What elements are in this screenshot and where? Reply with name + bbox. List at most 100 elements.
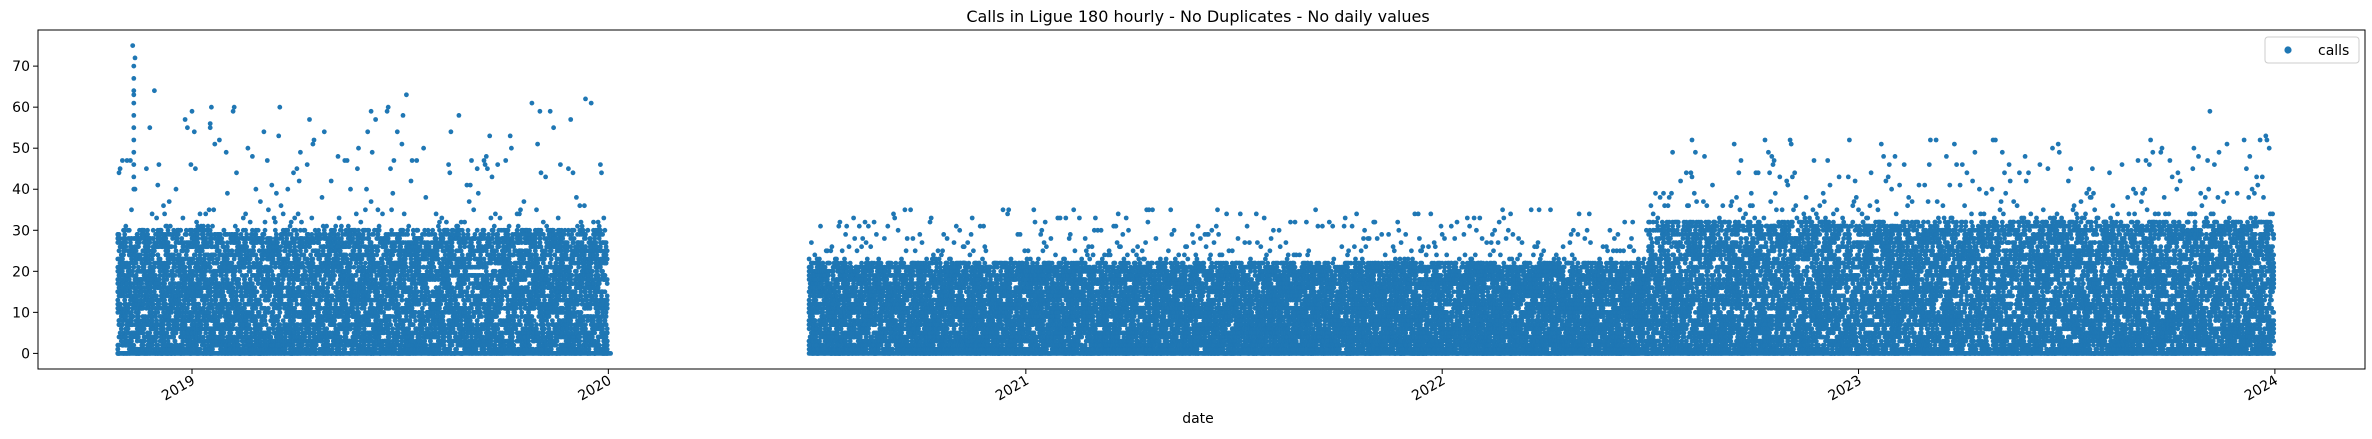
data-point <box>202 273 207 278</box>
data-point <box>356 310 361 315</box>
data-point <box>127 285 133 291</box>
data-point <box>363 301 368 307</box>
data-point <box>210 223 215 229</box>
data-point <box>373 346 378 352</box>
data-point <box>238 252 244 258</box>
data-point <box>235 227 241 233</box>
data-point <box>154 318 160 323</box>
data-point <box>332 322 337 328</box>
data-point <box>129 338 134 344</box>
data-point <box>261 129 267 135</box>
data-point <box>368 273 374 278</box>
data-point <box>243 240 249 246</box>
data-point <box>317 273 323 278</box>
data-point <box>288 301 294 307</box>
data-point <box>153 273 158 278</box>
data-point <box>294 166 300 172</box>
data-point <box>345 223 351 229</box>
data-point <box>130 268 136 274</box>
data-point <box>269 182 275 188</box>
data-point <box>304 256 310 262</box>
data-point <box>376 223 382 229</box>
data-point <box>156 277 162 282</box>
data-point <box>320 248 326 254</box>
data-point <box>292 240 298 246</box>
data-point <box>163 301 169 307</box>
data-point <box>174 322 180 328</box>
data-point <box>123 244 129 250</box>
data-point <box>350 236 356 241</box>
data-point <box>133 248 139 254</box>
data-point <box>248 297 254 303</box>
data-point <box>115 346 121 352</box>
data-point <box>254 256 260 262</box>
data-point <box>197 346 203 352</box>
data-point <box>256 297 262 303</box>
data-point <box>197 330 203 336</box>
data-point <box>262 314 268 319</box>
data-point <box>165 264 171 270</box>
data-point <box>316 248 321 254</box>
data-point <box>276 277 282 282</box>
data-point <box>294 252 300 258</box>
data-point <box>122 236 128 241</box>
data-point <box>277 322 283 328</box>
data-point <box>296 256 302 262</box>
data-point <box>132 244 138 250</box>
data-point <box>316 227 321 233</box>
data-point <box>120 322 125 328</box>
data-point <box>141 338 147 344</box>
data-point <box>156 162 162 168</box>
data-point <box>229 281 235 286</box>
data-point <box>247 277 253 282</box>
data-point <box>301 264 307 270</box>
data-point <box>369 149 375 155</box>
data-point <box>254 289 260 295</box>
data-point <box>269 281 275 286</box>
data-point <box>213 273 219 278</box>
data-point <box>298 248 303 254</box>
data-point <box>194 219 200 225</box>
data-point <box>154 326 160 332</box>
data-point <box>292 215 298 221</box>
data-point <box>262 318 268 323</box>
data-point <box>262 227 268 233</box>
data-point <box>150 236 156 241</box>
data-point <box>121 330 126 336</box>
data-point <box>296 285 302 291</box>
data-point <box>283 334 288 340</box>
data-point <box>272 219 278 225</box>
data-point <box>312 277 318 282</box>
data-point <box>207 264 213 270</box>
data-point <box>339 285 344 291</box>
data-point <box>138 326 144 332</box>
data-point <box>161 326 166 332</box>
data-point <box>348 260 353 266</box>
data-point <box>182 281 188 286</box>
data-point <box>117 240 123 246</box>
data-point <box>117 166 123 172</box>
data-point <box>269 268 275 274</box>
data-point <box>331 277 336 282</box>
data-point <box>117 318 123 323</box>
data-point <box>335 232 341 237</box>
data-point <box>207 285 213 291</box>
data-point <box>220 334 226 340</box>
data-point <box>309 314 315 319</box>
data-point <box>331 268 336 274</box>
data-point <box>293 297 299 303</box>
data-point <box>268 264 274 270</box>
data-point <box>207 227 213 233</box>
data-point <box>149 318 155 323</box>
data-point <box>164 277 170 282</box>
data-point <box>366 318 372 323</box>
data-point <box>170 277 176 282</box>
data-point <box>373 277 378 282</box>
data-point <box>317 326 323 332</box>
data-point <box>248 338 254 344</box>
data-point <box>231 273 237 278</box>
data-point <box>150 268 156 274</box>
data-point <box>201 334 206 340</box>
data-point <box>165 227 171 233</box>
points-layer <box>115 43 2277 356</box>
